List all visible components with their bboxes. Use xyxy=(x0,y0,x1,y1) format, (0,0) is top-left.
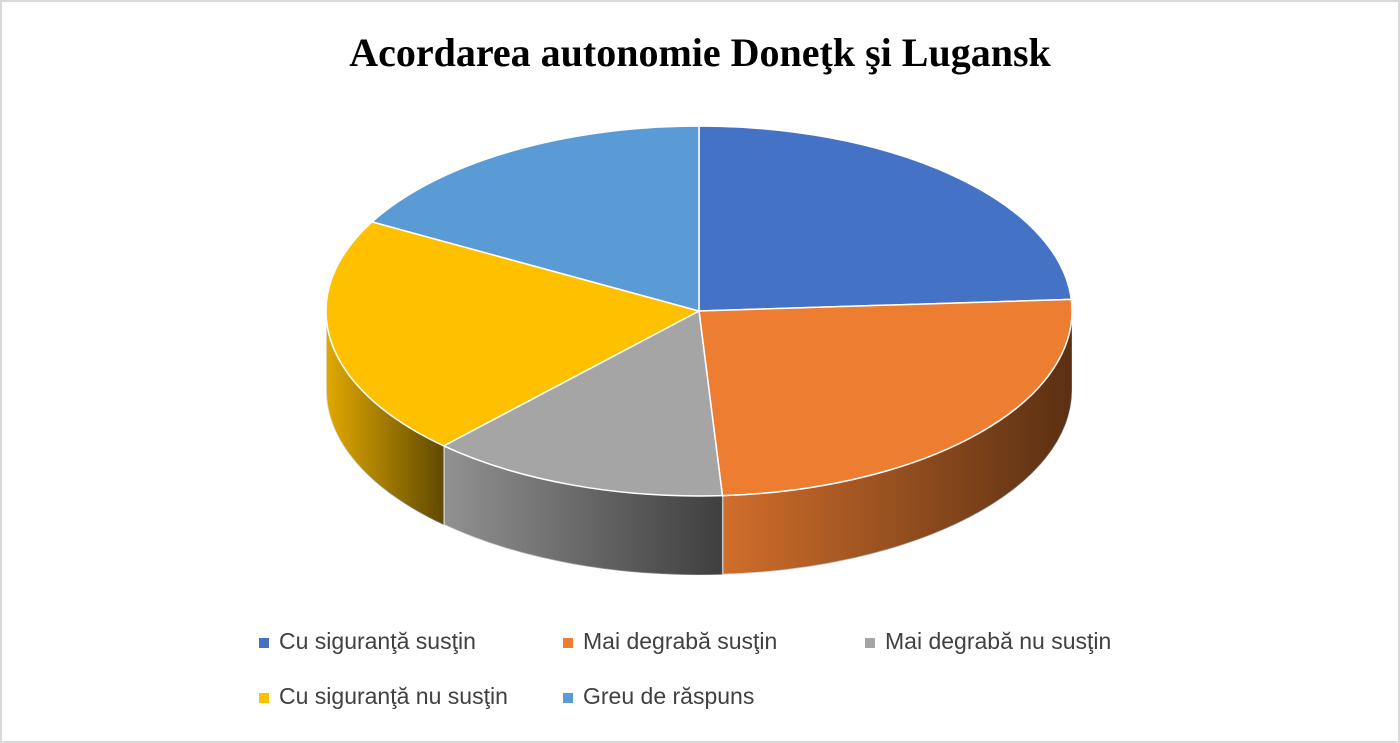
slice xyxy=(441,309,724,497)
slice-side-shade xyxy=(722,311,1072,575)
chart-title: Acordarea autonomie Doneţk şi Lugansk xyxy=(349,30,1051,75)
legend-swatch xyxy=(259,638,269,648)
slice xyxy=(370,125,700,312)
legend-swatch xyxy=(865,638,875,648)
legend-label: Greu de răspuns xyxy=(583,683,754,709)
legend-swatch xyxy=(563,693,573,703)
slice-side-shade xyxy=(443,445,723,575)
legend-label: Cu siguranţă susţin xyxy=(279,628,476,654)
legend-swatch xyxy=(259,693,269,703)
legend-label: Cu siguranţă nu susţin xyxy=(279,683,508,709)
slice xyxy=(698,298,1073,497)
legend-label: Mai degrabă susţin xyxy=(583,628,777,654)
slice-side-shade xyxy=(326,311,444,525)
legend-swatch xyxy=(563,638,573,648)
legend-label: Mai degrabă nu susţin xyxy=(885,628,1111,654)
slice xyxy=(325,221,702,447)
slice xyxy=(698,125,1073,312)
